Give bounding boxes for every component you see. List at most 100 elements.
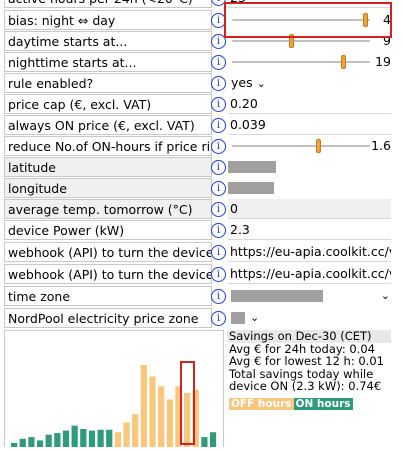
nighttime-start-value: 19: [375, 54, 391, 69]
chart-bar: [158, 386, 165, 447]
daytime-start-label: daytime starts at...: [4, 31, 212, 51]
bias-value: 4: [383, 12, 391, 27]
row-time-zone: time zone i ⌄: [4, 286, 391, 307]
info-icon[interactable]: i: [211, 267, 226, 282]
info-icon[interactable]: i: [211, 202, 226, 217]
bar-highlight-box: [180, 361, 195, 445]
chart-bar: [62, 430, 70, 447]
price-zone-select[interactable]: ⌄: [228, 308, 259, 328]
chart-bar: [201, 437, 208, 447]
device-power-label: device Power (kW): [4, 220, 212, 240]
info-icon[interactable]: i: [211, 76, 226, 91]
chart-bar: [97, 429, 104, 447]
info-icon[interactable]: i: [211, 118, 226, 133]
slider-thumb[interactable]: [362, 13, 368, 27]
chart-legend: OFF hours ON hours: [227, 397, 391, 411]
webhook-on-label: webhook (API) to turn the device ON: [4, 242, 212, 262]
row-daytime-start: daytime starts at... i 9: [4, 31, 391, 52]
chart-bar: [71, 425, 78, 447]
chevron-down-icon: ⌄: [380, 289, 390, 302]
webhook-off-input[interactable]: https://eu-apia.coolkit.cc/v: [228, 264, 391, 284]
slider-track: [232, 19, 370, 21]
avg-temp-label: average temp. tomorrow (°C): [4, 199, 212, 219]
chart-bar: [45, 434, 52, 447]
row-rule-enabled: rule enabled? i yes ⌄: [4, 73, 391, 94]
chart-bar: [209, 432, 217, 447]
row-price-cap: price cap (€, excl. VAT) i 0.20: [4, 94, 391, 115]
always-on-input[interactable]: 0.039: [228, 115, 391, 135]
chart-bar: [54, 433, 61, 447]
row-price-zone: NordPool electricity price zone i ⌄: [4, 308, 391, 329]
rule-enabled-label: rule enabled?: [4, 73, 212, 93]
reduce-hours-label: reduce No.of ON-hours if price rises: [4, 136, 212, 156]
row-longitude: longitude i: [4, 178, 391, 199]
row-avg-temp: average temp. tomorrow (°C) i 0: [4, 199, 391, 220]
price-zone-label: NordPool electricity price zone: [4, 308, 212, 328]
legend-on-hours: ON hours: [293, 397, 353, 410]
bias-slider[interactable]: 4: [228, 10, 391, 30]
legend-off-hours: OFF hours: [229, 397, 294, 410]
chevron-down-icon: ⌄: [256, 77, 266, 90]
webhook-off-label: webhook (API) to turn the device OFF: [4, 264, 212, 284]
slider-track: [232, 61, 370, 63]
bias-highlight-box: [224, 2, 392, 38]
webhook-on-input[interactable]: https://eu-apia.coolkit.cc/v: [228, 242, 391, 262]
slider-thumb[interactable]: [340, 55, 346, 69]
chart-bar: [114, 432, 121, 447]
nighttime-start-slider[interactable]: 19: [228, 52, 391, 72]
chart-bar: [175, 386, 182, 447]
chart-bar: [11, 442, 18, 447]
row-webhook-on: webhook (API) to turn the device ON i ht…: [4, 242, 391, 263]
nighttime-start-label: nighttime starts at...: [4, 52, 212, 72]
reduce-hours-slider[interactable]: 1.6: [228, 136, 391, 156]
summary-line: Total savings today while: [229, 366, 374, 381]
info-icon[interactable]: i: [211, 34, 226, 49]
chart-bar: [140, 365, 147, 447]
chart-bar: [166, 399, 173, 447]
chart-bar: [184, 392, 191, 447]
price-cap-input[interactable]: 0.20: [228, 94, 391, 114]
chart-bar: [106, 429, 113, 447]
time-zone-redacted-value: [231, 290, 323, 302]
chevron-down-icon: ⌄: [250, 311, 260, 324]
row-device-power: device Power (kW) i 2.3: [4, 220, 391, 241]
always-on-label: always ON price (€, excl. VAT): [4, 115, 212, 135]
avg-temp-value: 0: [228, 199, 391, 219]
summary-line: device ON (2.3 kW): 0.74€: [229, 379, 382, 393]
info-icon[interactable]: i: [211, 55, 226, 70]
longitude-redacted-value: [228, 182, 274, 194]
info-icon[interactable]: i: [211, 311, 226, 326]
info-icon[interactable]: i: [211, 139, 226, 154]
row-always-on: always ON price (€, excl. VAT) i 0.039: [4, 115, 391, 136]
price-zone-redacted-value: [231, 312, 245, 324]
info-icon[interactable]: i: [211, 245, 226, 260]
slider-thumb[interactable]: [289, 34, 295, 48]
latitude-redacted-value: [228, 161, 276, 173]
row-nighttime-start: nighttime starts at... i 19: [4, 52, 391, 73]
price-chart-svg: [11, 365, 217, 447]
price-chart: [4, 330, 224, 447]
daytime-start-slider[interactable]: 9: [228, 31, 391, 51]
time-zone-select[interactable]: ⌄: [228, 286, 394, 306]
chart-bar: [192, 389, 199, 447]
bias-label: bias: night ⇔ day: [4, 10, 212, 30]
chart-bar: [149, 376, 156, 447]
device-power-input[interactable]: 2.3: [228, 220, 391, 240]
info-icon[interactable]: i: [211, 289, 226, 304]
info-icon[interactable]: i: [211, 97, 226, 112]
daytime-start-value: 9: [383, 33, 391, 48]
price-cap-label: price cap (€, excl. VAT): [4, 94, 212, 114]
info-icon[interactable]: i: [211, 223, 226, 238]
savings-heading: Savings on Dec-30 (CET): [227, 330, 391, 343]
chart-bar: [88, 430, 96, 447]
info-icon[interactable]: i: [211, 181, 226, 196]
chart-bar: [123, 422, 130, 447]
savings-summary: Savings on Dec-30 (CET) Avg € for 24h to…: [227, 330, 391, 420]
summary-line: Avg € for lowest 12 h: 0.01: [229, 354, 384, 368]
slider-track: [232, 145, 370, 147]
slider-thumb[interactable]: [316, 139, 322, 153]
row-reduce-hours: reduce No.of ON-hours if price rises i 1…: [4, 136, 391, 157]
row-webhook-off: webhook (API) to turn the device OFF i h…: [4, 264, 391, 285]
rule-enabled-select[interactable]: yes ⌄: [228, 73, 266, 93]
info-icon[interactable]: i: [211, 160, 226, 175]
